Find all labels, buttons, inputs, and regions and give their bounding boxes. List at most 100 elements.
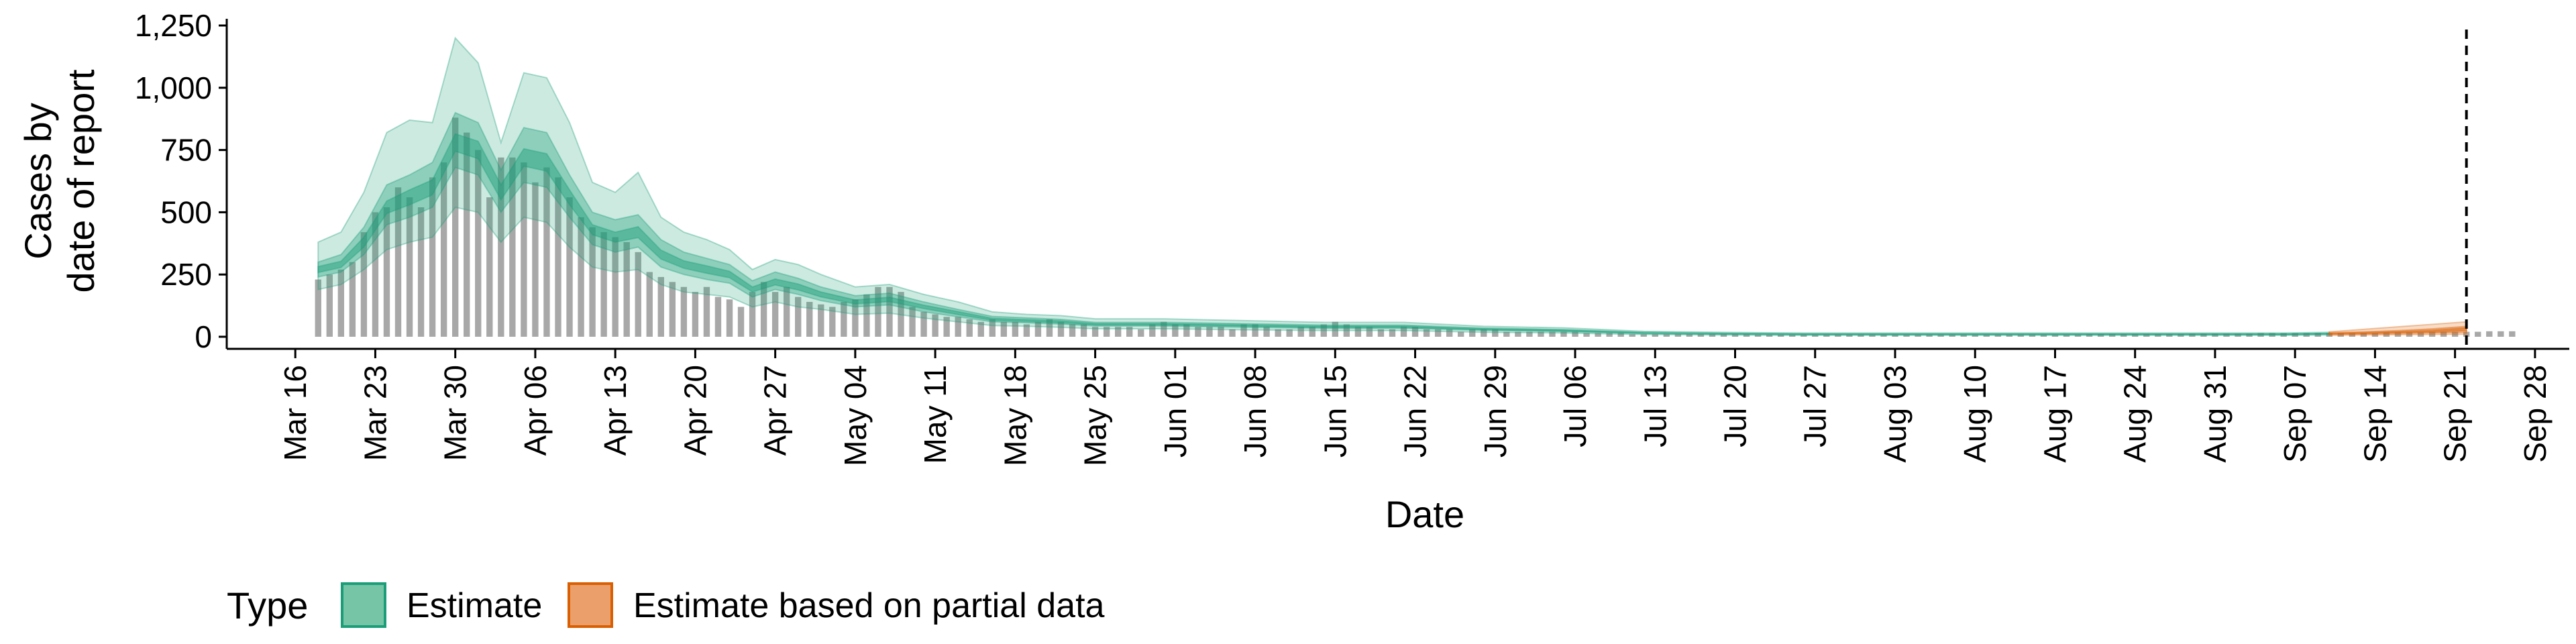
observed-bar	[2074, 335, 2082, 337]
observed-bar	[1994, 335, 2001, 337]
observed-bar	[1686, 334, 1693, 337]
observed-bar	[623, 241, 630, 337]
observed-bar	[977, 321, 984, 337]
observed-bar	[955, 317, 961, 337]
observed-bar	[749, 292, 756, 337]
observed-bar	[1320, 324, 1327, 337]
x-tick-label: Mar 16	[278, 365, 313, 461]
observed-bar	[2178, 334, 2184, 337]
observed-bar	[1801, 335, 1807, 337]
y-tick-label: 0	[195, 319, 212, 354]
observed-bar	[1138, 329, 1144, 337]
observed-bar	[555, 177, 561, 337]
legend-key	[341, 582, 386, 628]
observed-bar	[2509, 331, 2516, 337]
observed-bar	[1366, 327, 1373, 337]
observed-bar	[943, 317, 950, 337]
y-tick-label: 1,000	[135, 70, 212, 105]
x-tick-label: Jul 13	[1638, 365, 1672, 447]
x-tick-label: Apr 13	[598, 365, 633, 456]
partial-estimate-band-90	[2328, 321, 2467, 336]
observed-bar	[1788, 335, 1796, 337]
observed-bar	[498, 157, 504, 337]
observed-bar	[1538, 331, 1544, 337]
observed-bar	[1183, 324, 1190, 337]
x-tick-label: May 18	[998, 365, 1032, 466]
observed-bar	[1195, 327, 1201, 337]
observed-bar	[1069, 324, 1076, 337]
observed-bar	[818, 304, 824, 337]
x-tick-label: May 25	[1078, 365, 1113, 466]
observed-bar	[2155, 334, 2161, 337]
observed-bar	[2463, 331, 2470, 337]
observed-bar	[1161, 321, 1167, 337]
x-tick-label: Sep 21	[2438, 365, 2473, 463]
observed-bar	[429, 177, 436, 337]
observed-bar	[2394, 332, 2402, 337]
observed-bar	[1000, 321, 1008, 337]
observed-bar	[2371, 333, 2379, 337]
observed-bar	[703, 286, 710, 337]
observed-bar	[829, 307, 836, 337]
observed-bar	[1766, 335, 1773, 337]
observed-bar	[1731, 334, 1739, 337]
observed-bar	[315, 279, 321, 337]
observed-bar	[1458, 331, 1464, 337]
observed-bar	[475, 150, 482, 337]
observed-bar	[1503, 331, 1510, 337]
observed-bar	[966, 319, 973, 337]
observed-bar	[2451, 331, 2459, 337]
observed-bar	[566, 197, 573, 337]
observed-bar	[1309, 327, 1316, 337]
x-tick-label: Jul 20	[1718, 365, 1753, 447]
y-axis-title-line: date of report	[60, 69, 102, 293]
observed-bar	[1709, 334, 1716, 337]
x-tick-label: Jun 01	[1158, 365, 1193, 458]
observed-bar	[2200, 333, 2207, 337]
observed-bar	[2475, 331, 2481, 337]
observed-bar	[2040, 335, 2047, 337]
x-tick-label: May 11	[918, 365, 953, 464]
observed-bar	[2417, 332, 2424, 337]
observed-bar	[521, 162, 527, 337]
observed-bar	[2189, 333, 2196, 337]
x-tick-label: Apr 06	[518, 365, 553, 456]
observed-bar	[1229, 329, 1236, 337]
observed-bar	[464, 132, 470, 337]
observed-bar	[1389, 329, 1396, 337]
partial-estimate-band-50	[2328, 325, 2467, 335]
observed-bar	[2337, 333, 2345, 337]
observed-bar	[1218, 327, 1224, 337]
observed-bar	[578, 217, 584, 337]
x-tick-label: Jun 22	[1398, 365, 1433, 458]
x-tick-label: Aug 24	[2118, 365, 2153, 463]
observed-bar	[714, 297, 722, 337]
observed-bar	[2143, 334, 2150, 337]
observed-bar	[1858, 335, 1864, 337]
observed-bar	[1481, 329, 1487, 337]
x-tick-label: Jul 27	[1798, 365, 1833, 447]
observed-bar	[417, 207, 425, 337]
observed-bar	[1240, 324, 1247, 337]
observed-bar	[2166, 334, 2173, 337]
observed-bar	[863, 294, 870, 337]
x-tick-label: Jun 15	[1318, 365, 1352, 458]
x-tick-label: Apr 27	[758, 365, 793, 456]
legend: Type Estimate Estimate based on partial da…	[227, 582, 1105, 628]
x-axis-title: Date	[1385, 493, 1464, 535]
observed-bar	[932, 314, 938, 337]
x-tick-label: May 04	[838, 365, 873, 466]
observed-bar	[920, 311, 927, 337]
observed-bar	[1034, 321, 1042, 337]
x-tick-label: Sep 14	[2357, 365, 2392, 463]
observed-bar	[2086, 334, 2093, 337]
x-tick-label: Apr 20	[678, 365, 712, 456]
observed-bar	[2486, 331, 2493, 337]
observed-bar	[1560, 331, 1567, 337]
observed-bar	[360, 232, 368, 337]
observed-bar	[1023, 324, 1030, 337]
observed-bar	[1332, 321, 1338, 337]
observed-bar	[372, 212, 379, 337]
observed-bar	[337, 269, 345, 337]
observed-bar	[1983, 335, 1990, 337]
